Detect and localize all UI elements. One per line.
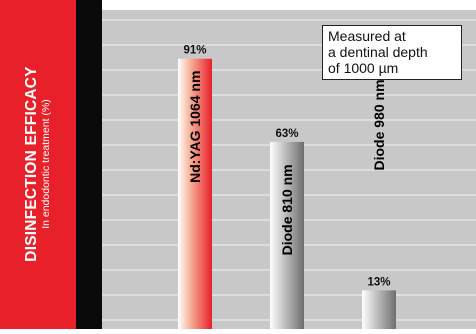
note-line: Measured at [328, 28, 406, 44]
bar [270, 141, 304, 329]
data-label: 13% [367, 276, 390, 288]
data-label: 91% [183, 45, 206, 57]
bar [178, 58, 212, 329]
bar [362, 290, 396, 329]
measurement-note: Measured at a dentinal depth of 1000 µm [322, 25, 462, 80]
data-label: 63% [275, 128, 298, 140]
side-title: DISINFECTION EFFICACY In endodontic trea… [23, 66, 53, 261]
chart-title: DISINFECTION EFFICACY [23, 66, 40, 262]
black-divider [76, 0, 102, 329]
category-label: Diode 980 nm [371, 79, 387, 170]
note-line: of 1000 µm [328, 60, 399, 76]
title-band [0, 0, 76, 329]
note-line: a dentinal depth [328, 44, 428, 60]
category-label: Nd:YAG 1064 nm [187, 71, 203, 183]
category-label: Diode 810 nm [279, 164, 295, 255]
plot-svg: 91% Nd:YAG 1064 nm 63% Diode 810 nm 13% Diode… [102, 19, 476, 329]
chart-subtitle: In endodontic treatment (%) [40, 99, 52, 229]
